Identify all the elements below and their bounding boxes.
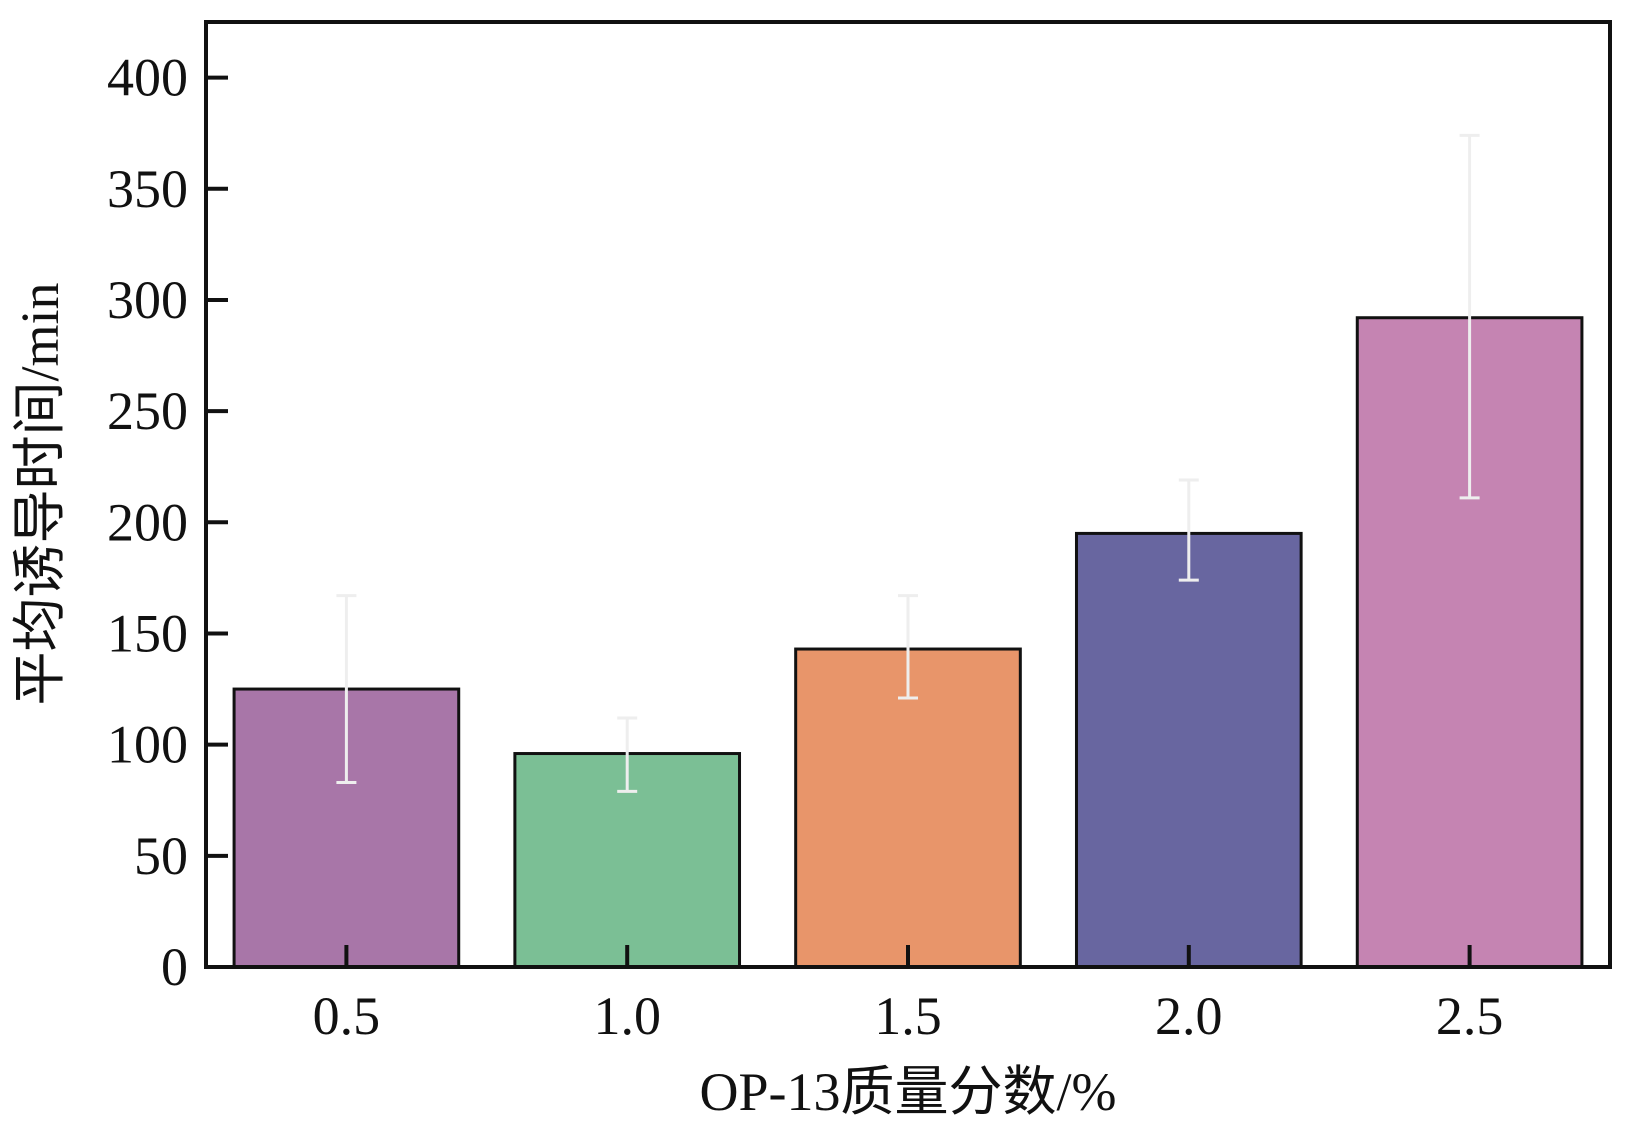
y-tick-label: 150	[107, 603, 188, 663]
bar-2.0	[1074, 531, 1303, 969]
x-axis-title: OP-13质量分数/%	[700, 1062, 1117, 1122]
error-bar-2.0	[1178, 478, 1199, 582]
x-axis: 0.5 1.0 1.5 2.0 2.5	[313, 945, 1504, 1046]
x-tick-label: 1.0	[593, 986, 661, 1046]
x-tick-label: 2.5	[1436, 986, 1504, 1046]
x-tick-label: 0.5	[313, 986, 381, 1046]
error-bar-0.5	[336, 594, 357, 784]
y-axis-title: 平均诱导时间/min	[10, 282, 70, 705]
y-tick-label: 0	[161, 937, 188, 997]
error-bar-2.5	[1459, 133, 1480, 500]
error-bars	[336, 133, 1480, 793]
x-tick-label: 2.0	[1155, 986, 1223, 1046]
y-tick-label: 50	[134, 826, 188, 886]
y-tick-label: 250	[107, 381, 188, 441]
y-tick-label: 100	[107, 715, 188, 775]
error-bar-1.0	[617, 716, 638, 793]
y-tick-label: 350	[107, 159, 188, 219]
y-axis: 0 50 100 150 200 250 300 350 400	[107, 48, 228, 997]
error-bar-1.5	[898, 594, 918, 700]
y-tick-label: 300	[107, 270, 188, 330]
y-tick-label: 200	[107, 492, 188, 552]
y-tick-label: 400	[107, 48, 188, 108]
x-tick-label: 1.5	[874, 986, 942, 1046]
